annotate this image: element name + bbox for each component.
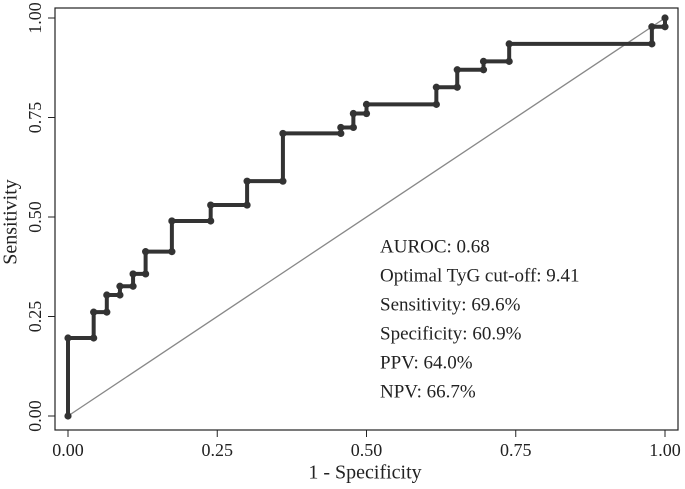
roc-point (279, 177, 287, 185)
reference-line (67, 17, 666, 417)
y-tick-label: 0.75 (25, 102, 45, 134)
roc-point (432, 83, 440, 91)
roc-point (479, 57, 488, 65)
roc-point (453, 66, 461, 74)
y-tick-label: 1.00 (25, 2, 45, 34)
roc-point (479, 66, 488, 74)
annotation: PPV: 64.0% (380, 352, 473, 373)
roc-point (64, 334, 72, 342)
roc-point (142, 248, 150, 256)
roc-point (661, 23, 669, 31)
roc-point (279, 129, 287, 138)
roc-point (90, 308, 98, 316)
roc-point (207, 201, 215, 209)
roc-point (103, 291, 111, 299)
roc-point (207, 217, 215, 225)
x-tick-label: 1.00 (649, 440, 681, 460)
roc-point (505, 40, 513, 48)
x-axis-title: 1 - Specificity (308, 462, 421, 484)
roc-point (168, 248, 176, 256)
roc-point (648, 40, 656, 48)
annotation: Sensitivity: 69.6% (380, 294, 521, 315)
roc-point (337, 129, 345, 138)
annotation: AUROC: 0.68 (380, 236, 490, 257)
x-tick-label: 0.50 (351, 440, 383, 460)
y-tick-label: 0.50 (25, 201, 45, 233)
roc-point (129, 282, 137, 290)
x-tick-label: 0.00 (52, 440, 84, 460)
roc-point (453, 83, 461, 91)
y-tick-label: 0.00 (25, 400, 45, 432)
roc-point (243, 177, 251, 185)
roc-point (505, 57, 513, 65)
annotation: Optimal TyG cut-off: 9.41 (380, 265, 580, 286)
y-axis-title: Sensitivity (0, 179, 22, 265)
roc-point (337, 123, 345, 132)
roc-point (103, 308, 111, 316)
roc-point (648, 23, 656, 31)
y-tick-label: 0.25 (25, 301, 45, 333)
annotation: Specificity: 60.9% (380, 323, 522, 344)
roc-point (129, 270, 137, 278)
roc-point (90, 334, 98, 342)
roc-point (362, 100, 371, 108)
roc-point (243, 201, 251, 209)
roc-point (349, 123, 357, 132)
roc-point (432, 100, 440, 108)
roc-point (349, 109, 357, 118)
roc-point (661, 14, 669, 22)
x-tick-label: 0.75 (500, 440, 532, 460)
roc-point (362, 109, 371, 118)
roc-point (142, 270, 150, 278)
roc-point (64, 412, 72, 420)
annotation: NPV: 66.7% (380, 381, 476, 402)
x-tick-label: 0.25 (202, 440, 234, 460)
roc-point (168, 217, 176, 225)
roc-point (116, 282, 124, 290)
roc-point (116, 291, 124, 299)
